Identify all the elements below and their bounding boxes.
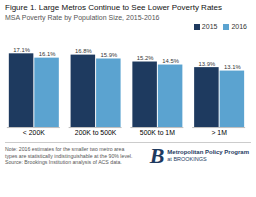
svg-text:17.1%: 17.1% xyxy=(13,47,30,53)
html-text:MSA Poverty Rate by Population: MSA Poverty Rate by Population Size, 201… xyxy=(5,14,160,21)
html-text:2015: 2015 xyxy=(201,23,218,30)
html-text:types are statistically indist: types are statistically indistinguishabl… xyxy=(5,152,133,159)
html-text:Figure 1. Large Metros Continu: Figure 1. Large Metros Continue to See L… xyxy=(5,3,222,12)
html-text:Note: 2016 estimates for the s: Note: 2016 estimates for the smaller two… xyxy=(5,145,125,152)
svg-text:15.9%: 15.9% xyxy=(100,52,117,58)
svg-text:16.8%: 16.8% xyxy=(75,48,92,54)
html-text:Metropolitan Policy Program: Metropolitan Policy Program xyxy=(167,149,249,156)
svg-text:15.2%: 15.2% xyxy=(137,55,154,61)
svg-text:> 1M: > 1M xyxy=(211,129,227,136)
svg-text:16.1%: 16.1% xyxy=(39,51,56,57)
svg-text:14.5%: 14.5% xyxy=(162,58,179,64)
html-text:Source: Brookings Institution: Source: Brookings Institution analysis o… xyxy=(5,159,122,166)
svg-text:< 200K: < 200K xyxy=(23,129,45,136)
html-text:B: B xyxy=(149,142,165,168)
svg-text:13.1%: 13.1% xyxy=(224,64,241,70)
svg-text:500K to 1M: 500K to 1M xyxy=(140,129,175,136)
svg-text:200K to 500K: 200K to 500K xyxy=(75,129,117,136)
html-text:at BROOKINGS: at BROOKINGS xyxy=(167,156,207,163)
html-text:2016: 2016 xyxy=(231,23,247,30)
svg-text:13.9%: 13.9% xyxy=(199,61,216,67)
